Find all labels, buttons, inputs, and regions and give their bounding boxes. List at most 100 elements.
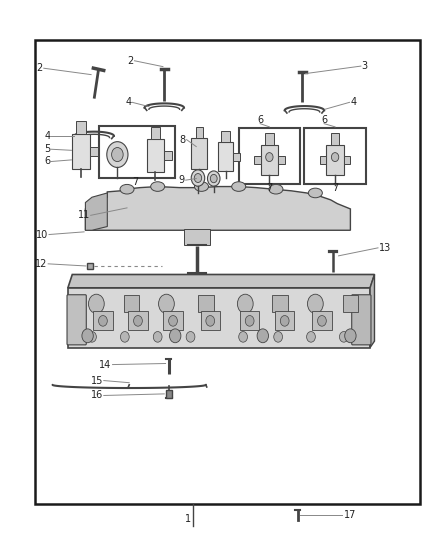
Text: 1: 1	[185, 514, 191, 523]
Text: 17: 17	[344, 510, 357, 520]
Circle shape	[88, 332, 96, 342]
Circle shape	[186, 332, 195, 342]
Circle shape	[169, 316, 177, 326]
Bar	[312, 311, 332, 330]
Bar	[147, 139, 164, 172]
Text: 6: 6	[44, 157, 50, 166]
Bar	[87, 263, 93, 269]
Ellipse shape	[308, 188, 322, 198]
Circle shape	[208, 171, 220, 186]
Bar	[272, 295, 288, 312]
Bar	[275, 311, 294, 330]
Bar	[191, 139, 207, 168]
Bar	[278, 156, 285, 164]
Bar	[198, 295, 214, 312]
Circle shape	[339, 332, 348, 342]
Text: 9: 9	[179, 175, 185, 185]
Bar	[320, 156, 326, 164]
FancyBboxPatch shape	[67, 295, 86, 345]
Text: 7: 7	[332, 183, 338, 192]
Circle shape	[170, 329, 181, 343]
Circle shape	[318, 316, 326, 326]
Text: 15: 15	[91, 376, 103, 385]
Circle shape	[266, 152, 273, 161]
Text: 7: 7	[266, 183, 272, 192]
Ellipse shape	[120, 184, 134, 194]
Bar	[124, 295, 139, 312]
Circle shape	[88, 294, 104, 313]
Circle shape	[332, 152, 339, 161]
Circle shape	[134, 316, 142, 326]
Text: 8: 8	[180, 135, 186, 144]
Polygon shape	[85, 187, 350, 230]
Text: 4: 4	[44, 131, 50, 141]
Circle shape	[239, 332, 247, 342]
Circle shape	[107, 142, 128, 167]
Circle shape	[99, 316, 107, 326]
Circle shape	[206, 316, 215, 326]
Bar	[99, 126, 175, 178]
Circle shape	[159, 294, 174, 313]
Bar	[343, 295, 358, 312]
Bar	[201, 311, 220, 330]
Circle shape	[82, 329, 93, 343]
Bar	[93, 311, 113, 330]
FancyBboxPatch shape	[352, 295, 371, 345]
Polygon shape	[85, 193, 107, 230]
Bar	[239, 128, 300, 184]
Circle shape	[280, 316, 289, 326]
Text: 14: 14	[99, 360, 112, 369]
Bar	[261, 144, 278, 175]
Text: 11: 11	[78, 211, 90, 220]
Circle shape	[153, 332, 162, 342]
Bar	[76, 121, 86, 134]
Circle shape	[237, 294, 253, 313]
Circle shape	[257, 329, 268, 343]
Bar	[218, 142, 233, 172]
Polygon shape	[68, 288, 370, 348]
Circle shape	[307, 332, 315, 342]
Text: 4: 4	[350, 98, 357, 107]
Circle shape	[210, 174, 217, 183]
Text: 6: 6	[257, 115, 263, 125]
Bar	[265, 133, 273, 144]
Text: 13: 13	[379, 243, 391, 253]
Text: 10: 10	[36, 230, 48, 239]
Circle shape	[245, 316, 254, 326]
Bar	[254, 156, 261, 164]
Text: 4: 4	[125, 98, 131, 107]
Bar	[331, 133, 339, 144]
Bar	[90, 147, 98, 156]
Bar	[184, 229, 210, 245]
Text: 3: 3	[361, 61, 367, 71]
Polygon shape	[370, 274, 374, 348]
Bar	[304, 128, 366, 184]
Circle shape	[345, 329, 356, 343]
Bar	[72, 134, 90, 168]
Bar	[344, 156, 350, 164]
Bar	[163, 311, 183, 330]
Ellipse shape	[151, 182, 165, 191]
Text: 2: 2	[127, 56, 134, 66]
Bar	[151, 126, 160, 139]
Ellipse shape	[194, 182, 208, 191]
Ellipse shape	[232, 182, 246, 191]
Bar	[196, 127, 203, 139]
Text: 6: 6	[321, 115, 327, 125]
Polygon shape	[68, 274, 374, 288]
Text: 5: 5	[44, 144, 50, 154]
Bar	[35, 40, 420, 504]
Bar	[222, 131, 230, 142]
Bar	[128, 311, 148, 330]
Circle shape	[194, 174, 201, 182]
Circle shape	[307, 294, 323, 313]
Text: 16: 16	[91, 391, 103, 400]
Bar	[326, 144, 344, 175]
Circle shape	[274, 332, 283, 342]
Text: 2: 2	[37, 63, 43, 73]
Circle shape	[120, 332, 129, 342]
Ellipse shape	[269, 184, 283, 194]
Bar	[164, 151, 172, 160]
Circle shape	[191, 170, 205, 186]
Text: 12: 12	[35, 259, 47, 269]
